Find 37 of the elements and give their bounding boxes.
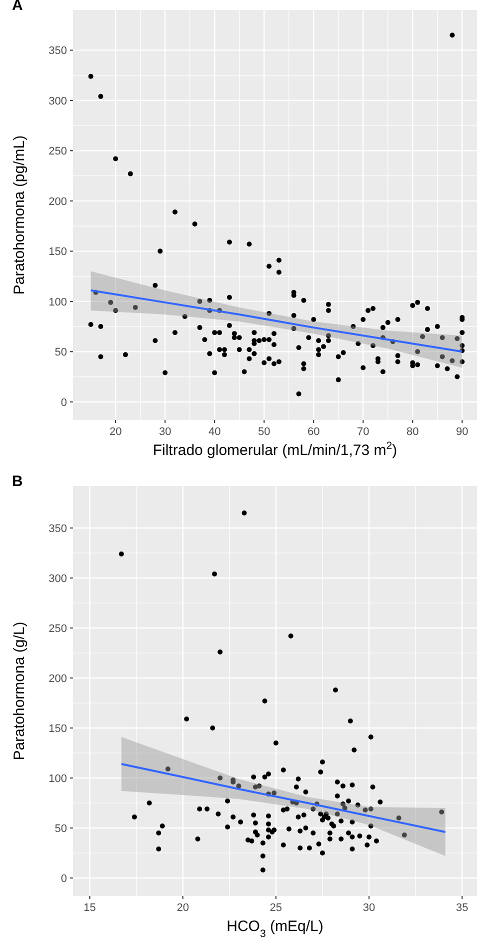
y-tick-label: 50 xyxy=(54,346,67,359)
y-tick-label: 350 xyxy=(48,523,67,535)
x-tick-label: 60 xyxy=(307,426,320,438)
x-tick-label: 20 xyxy=(176,902,189,914)
y-tick-label: 350 xyxy=(48,45,67,58)
y-axis-title: Paratohormona (pg/mL) xyxy=(11,135,28,295)
x-tick-label: 15 xyxy=(84,902,96,914)
x-tick-label: 90 xyxy=(456,426,468,438)
y-tick-label: 0 xyxy=(60,873,67,885)
y-tick-label: 250 xyxy=(48,146,67,158)
y-tick-label: 0 xyxy=(60,396,67,409)
line-series xyxy=(90,289,464,353)
x-axis-title: HCO$_{3}$ (mEq/L) xyxy=(226,918,324,940)
x-axis-title: Filtrado glomerular (mL/min/1,73 m$^{2}$) xyxy=(152,440,398,459)
x-tick-label: 50 xyxy=(258,426,270,438)
x-tick-label: 40 xyxy=(208,426,221,438)
y-axis-title: Paratohormona (g/L) xyxy=(11,622,28,760)
x-tick-label: 30 xyxy=(158,426,172,438)
chart-title: A xyxy=(12,0,23,14)
chart-title: B xyxy=(12,473,23,490)
y-tick-label: 300 xyxy=(48,573,67,585)
y-tick-label: 200 xyxy=(48,196,67,208)
x-tick-label: 20 xyxy=(109,426,122,438)
y-tick-label: 200 xyxy=(48,673,67,685)
y-tick-label: 100 xyxy=(48,296,67,308)
x-tick-label: 35 xyxy=(456,902,468,914)
y-tick-label: 100 xyxy=(48,773,67,785)
y-tick-label: 150 xyxy=(48,246,67,258)
line-series xyxy=(120,763,446,833)
y-tick-label: 300 xyxy=(48,95,67,108)
y-tick-label: 250 xyxy=(48,623,67,635)
y-tick-label: 150 xyxy=(48,723,67,735)
x-tick-label: 70 xyxy=(357,426,370,438)
x-tick-label: 80 xyxy=(406,426,419,438)
y-tick-label: 50 xyxy=(54,823,67,835)
x-tick-label: 25 xyxy=(270,902,282,914)
x-tick-label: 30 xyxy=(362,902,376,914)
